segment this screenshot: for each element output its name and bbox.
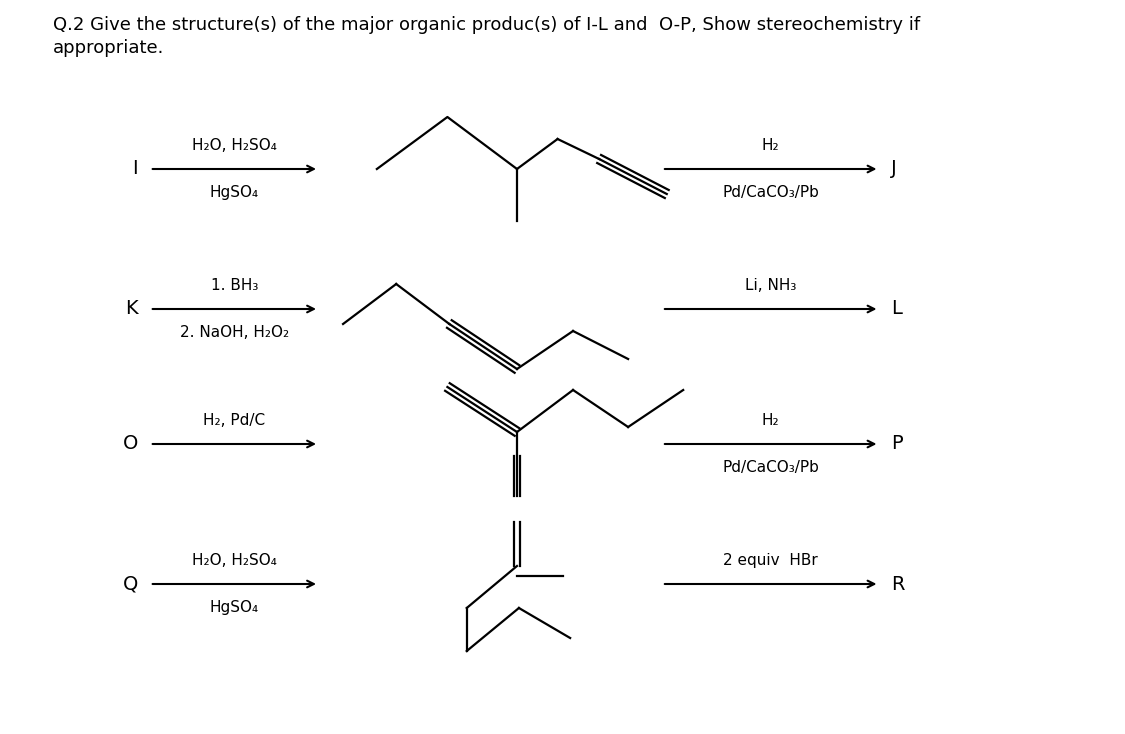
Text: HgSO₄: HgSO₄ bbox=[209, 185, 259, 200]
Text: J: J bbox=[891, 159, 897, 178]
Text: Pd/CaCO₃/Pb: Pd/CaCO₃/Pb bbox=[722, 460, 819, 475]
Text: H₂O, H₂SO₄: H₂O, H₂SO₄ bbox=[192, 138, 277, 153]
Text: L: L bbox=[891, 299, 902, 319]
Text: H₂: H₂ bbox=[762, 413, 780, 428]
Text: Li, NH₃: Li, NH₃ bbox=[745, 278, 796, 293]
Text: appropriate.: appropriate. bbox=[53, 39, 164, 57]
Text: O: O bbox=[123, 435, 138, 454]
Text: 2. NaOH, H₂O₂: 2. NaOH, H₂O₂ bbox=[180, 325, 289, 340]
Text: 2 equiv  HBr: 2 equiv HBr bbox=[723, 553, 818, 568]
Text: K: K bbox=[126, 299, 138, 319]
Text: 1. BH₃: 1. BH₃ bbox=[210, 278, 258, 293]
Text: HgSO₄: HgSO₄ bbox=[209, 600, 259, 615]
Text: H₂: H₂ bbox=[762, 138, 780, 153]
Text: Pd/CaCO₃/Pb: Pd/CaCO₃/Pb bbox=[722, 185, 819, 200]
Text: H₂O, H₂SO₄: H₂O, H₂SO₄ bbox=[192, 553, 277, 568]
Text: P: P bbox=[891, 435, 902, 454]
Text: H₂, Pd/C: H₂, Pd/C bbox=[204, 413, 266, 428]
Text: R: R bbox=[891, 575, 904, 594]
Text: Q: Q bbox=[123, 575, 138, 594]
Text: Q.2 Give the structure(s) of the major organic produc(s) of I-L and  O-P, Show s: Q.2 Give the structure(s) of the major o… bbox=[53, 16, 920, 34]
Text: I: I bbox=[133, 159, 138, 178]
